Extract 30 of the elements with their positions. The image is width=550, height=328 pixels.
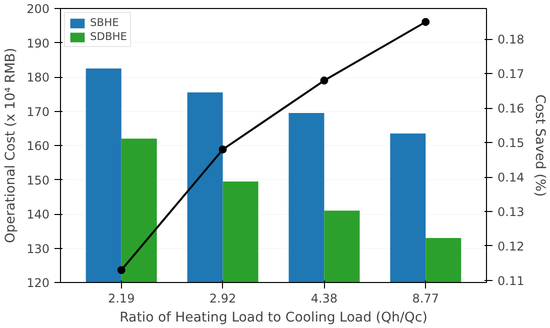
point xyxy=(422,18,430,26)
y2-tick-label: 0.14 xyxy=(498,170,524,185)
legend-label: SBHE xyxy=(90,16,119,29)
y2-tick-label: 0.17 xyxy=(498,67,524,82)
y2-tick-label: 0.13 xyxy=(498,205,524,219)
y-tick-label: 170 xyxy=(26,104,50,119)
y-tick-label: 130 xyxy=(26,242,50,256)
x-axis-title: Ratio of Heating Load to Cooling Load (Qh/Qc) xyxy=(120,310,428,326)
point xyxy=(320,76,328,85)
y-tick-label: 190 xyxy=(26,36,50,50)
x-tick-label: 8.77 xyxy=(412,292,439,306)
point xyxy=(218,145,227,154)
y2-tick-label: 0.16 xyxy=(498,102,524,116)
x-tick-label: 4.38 xyxy=(310,292,338,306)
y2-tick-label: 0.15 xyxy=(498,136,524,150)
y-tick-label: 200 xyxy=(26,2,50,16)
y-axis-title: Operational Cost (x 10⁴ RMB) xyxy=(4,48,19,244)
y-tick-label: 160 xyxy=(26,139,50,153)
x-tick-label: 2.19 xyxy=(108,292,135,306)
legend-label: SDBHE xyxy=(90,30,128,43)
y2-tick-label: 0.12 xyxy=(498,239,524,254)
y2-tick-label: 0.11 xyxy=(498,274,524,288)
y-tick-label: 140 xyxy=(26,208,50,222)
y2-axis-title: Cost Saved (%) xyxy=(532,94,548,197)
y-tick-label: 120 xyxy=(26,276,50,290)
y2-tick-label: 0.18 xyxy=(498,32,524,47)
x-tick-label: 2.92 xyxy=(209,292,236,306)
point xyxy=(117,266,126,274)
y-tick-label: 150 xyxy=(26,173,50,188)
y-tick-label: 180 xyxy=(26,70,50,84)
